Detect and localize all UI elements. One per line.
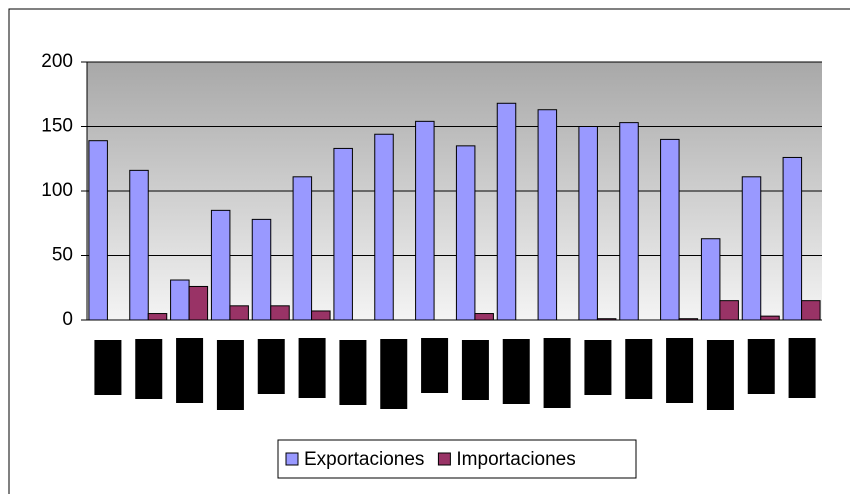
bar (229, 305, 249, 321)
legend (277, 439, 637, 479)
redacted-label (339, 340, 367, 405)
legend-swatch (437, 452, 451, 466)
bar (760, 315, 780, 321)
bar (333, 147, 353, 321)
bar (578, 126, 598, 321)
bar (619, 122, 639, 321)
y-tick-label: 0 (62, 309, 73, 330)
bar (170, 279, 190, 321)
y-tick-label: 100 (41, 180, 73, 201)
redacted-label (543, 338, 571, 408)
bar (251, 218, 272, 321)
bar (496, 102, 517, 321)
redacted-label (625, 339, 653, 399)
redacted-label (176, 338, 204, 403)
bar (88, 140, 108, 321)
legend-swatch (285, 452, 299, 466)
y-tick-label: 50 (52, 245, 73, 266)
legend-label: Exportaciones (304, 449, 424, 470)
redacted-label (584, 340, 612, 395)
bar (660, 138, 680, 321)
redacted-label (706, 340, 734, 410)
redacted-label (298, 338, 326, 398)
bar (374, 133, 394, 321)
bar (147, 313, 168, 321)
chart-frame (8, 8, 850, 499)
bar (210, 209, 231, 321)
bar (270, 305, 290, 321)
bar (700, 238, 721, 321)
redacted-label (788, 338, 816, 398)
y-tick-label: 200 (41, 51, 73, 72)
bar (188, 285, 209, 321)
bar (474, 313, 494, 321)
bar (415, 120, 435, 321)
redacted-label (747, 339, 775, 394)
bar (292, 176, 313, 321)
bar (741, 176, 762, 321)
legend-label: Importaciones (456, 449, 575, 470)
bar (782, 156, 803, 321)
bar (801, 300, 821, 321)
redacted-label (135, 339, 163, 399)
redacted-label (380, 339, 408, 409)
redacted-label (94, 340, 122, 395)
bar (311, 310, 331, 321)
redacted-label (216, 340, 244, 410)
y-tick-label: 150 (41, 116, 73, 137)
bar (719, 300, 739, 321)
redacted-label (461, 340, 489, 400)
redacted-label (421, 338, 449, 393)
bar (537, 109, 558, 321)
bar (129, 169, 149, 321)
redacted-label (502, 339, 530, 404)
redacted-label (257, 339, 285, 394)
redacted-label (666, 338, 694, 403)
bar (455, 145, 476, 321)
